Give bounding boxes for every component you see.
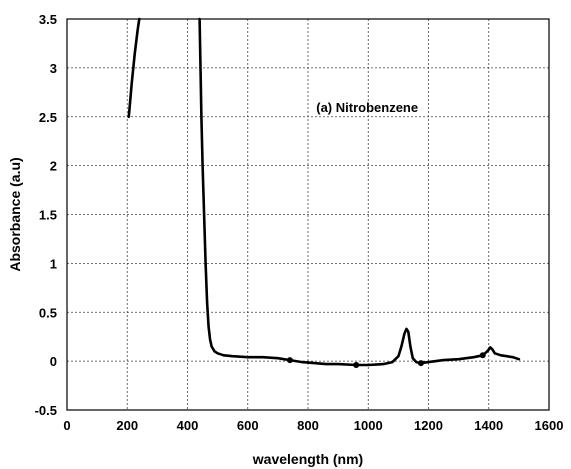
x-tick-label: 1000 bbox=[354, 418, 383, 433]
y-tick-label: 1 bbox=[50, 256, 57, 271]
x-tick-label: 400 bbox=[177, 418, 199, 433]
data-point-marker bbox=[417, 360, 424, 367]
x-tick-label: 200 bbox=[116, 418, 138, 433]
y-tick-label: 3 bbox=[50, 61, 57, 76]
x-tick-label: 600 bbox=[237, 418, 259, 433]
y-tick-label: 0.5 bbox=[39, 305, 57, 320]
data-point-marker bbox=[479, 352, 486, 359]
series-line-segment bbox=[127, 17, 141, 119]
x-tick-label: 800 bbox=[297, 418, 319, 433]
y-tick-label: 3.5 bbox=[39, 12, 57, 27]
y-tick-label: 0 bbox=[50, 354, 57, 369]
curve-layer bbox=[127, 17, 521, 369]
series-annotation: (a) Nitrobenzene bbox=[316, 100, 418, 115]
x-axis-title: wavelength (nm) bbox=[252, 451, 363, 467]
y-tick-label: 2.5 bbox=[39, 110, 57, 125]
y-tick-label: 2 bbox=[50, 159, 57, 174]
x-tick-label: 1400 bbox=[474, 418, 503, 433]
y-axis-title: Absorbance (a.u) bbox=[7, 157, 23, 271]
data-point-marker bbox=[286, 357, 293, 364]
tick-layer: 0 200 400 600 800 1000 1200 1400 1600 -0.5 0 0.5 1 1.… bbox=[35, 12, 564, 433]
plot-frame bbox=[66, 18, 550, 411]
y-tick-label: 1.5 bbox=[39, 208, 57, 223]
x-tick-label: 1600 bbox=[535, 418, 564, 433]
x-tick-label: 1200 bbox=[414, 418, 443, 433]
data-point-marker bbox=[353, 362, 360, 369]
x-tick-label: 0 bbox=[63, 418, 70, 433]
y-tick-label: -0.5 bbox=[35, 403, 57, 418]
grid-layer bbox=[67, 19, 549, 410]
